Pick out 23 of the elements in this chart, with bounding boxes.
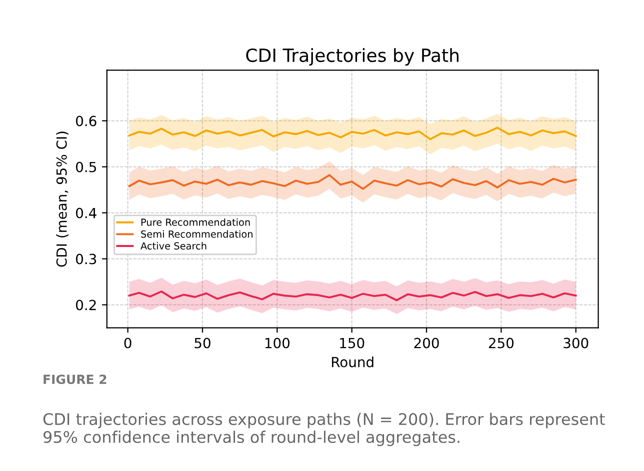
x-tick-label: 250 (488, 338, 514, 348)
y-tick-label: 0.3 (76, 254, 96, 264)
caption: FIGURE 2 (44, 374, 106, 384)
x-tick-label: 200 (414, 338, 439, 348)
y-tick-label: 0.2 (76, 300, 96, 310)
line-series (128, 290, 577, 302)
y-axis-title: CDI (mean, 95% CI) (56, 132, 68, 267)
x-tick-label: 150 (340, 338, 364, 348)
x-tick-label: 100 (265, 338, 290, 348)
x-axis-title: Round (332, 356, 374, 368)
chart-title: CDI Trajectories by Path (246, 48, 458, 66)
y-tick-label: 0.5 (76, 162, 96, 172)
x-tick-label: 0 (124, 338, 132, 348)
y-tick-label: 0.6 (76, 116, 96, 126)
text: CDI trajectories across exposure paths (N = 200). Error bars represent 95% confidence intervals of round-level aggregates. (43, 412, 605, 446)
legend-label: Semi Recommendation (141, 230, 252, 238)
line-series (128, 126, 577, 140)
legend-label: Pure Recommendation (141, 218, 250, 226)
y-tick-label: 0.4 (76, 208, 96, 218)
x-tick-label: 50 (194, 338, 210, 348)
line-series (128, 174, 577, 190)
x-tick-label: 300 (564, 338, 588, 348)
legend-label: Active Search (140, 242, 206, 250)
